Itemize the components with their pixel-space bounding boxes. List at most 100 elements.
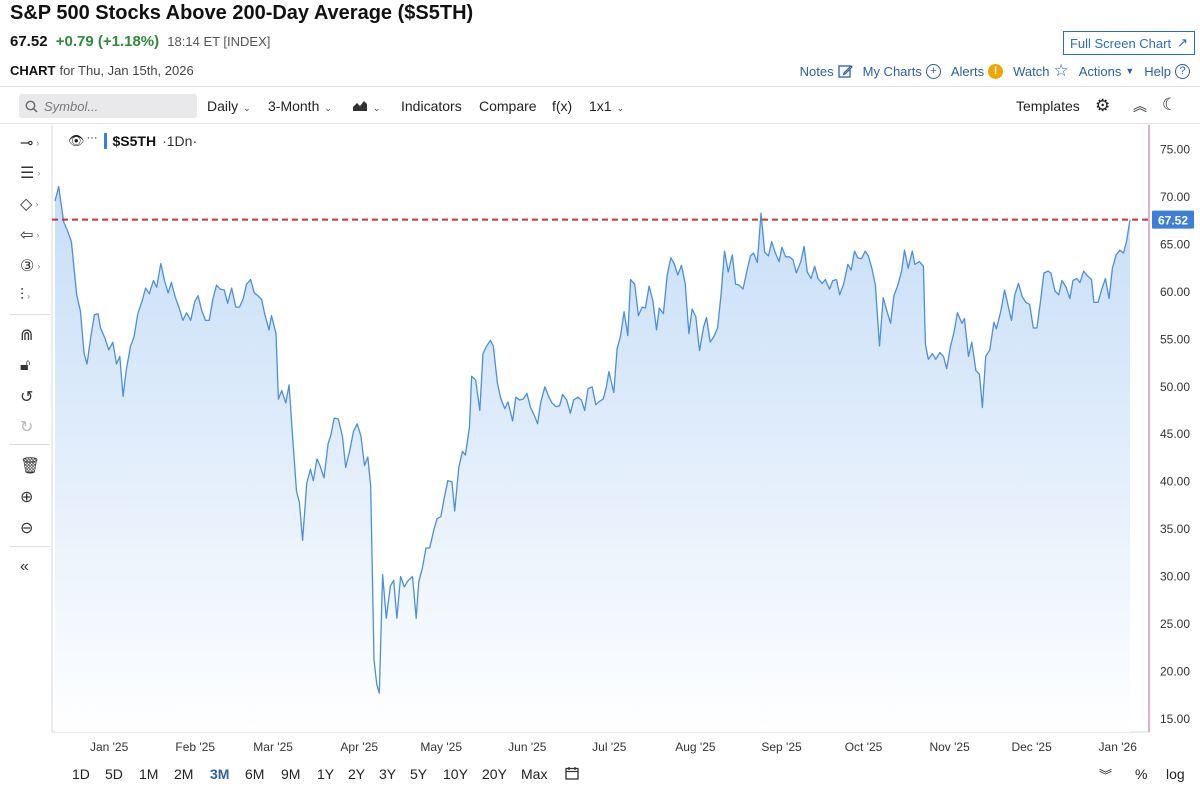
range-button-3m[interactable]: 3M <box>210 766 230 782</box>
chart-type-dropdown[interactable]: ⌄ <box>352 98 381 114</box>
star-icon: ☆ <box>1053 61 1069 80</box>
indicators-button[interactable]: Indicators <box>401 98 462 114</box>
notes-button[interactable]: Notes <box>800 64 853 79</box>
plus-circle-icon: + <box>925 63 941 79</box>
alerts-button[interactable]: Alerts ! <box>950 63 1004 79</box>
collapse-toolbar-button[interactable]: ︽ <box>1133 96 1147 116</box>
range-button-5d[interactable]: 5D <box>105 766 123 782</box>
last-price-tag-label: 67.52 <box>1158 214 1188 228</box>
full-screen-label: Full Screen Chart <box>1069 35 1172 51</box>
tool-divider <box>10 314 50 315</box>
y-tick-label: 15.00 <box>1160 712 1190 726</box>
templates-button[interactable]: Templates <box>1016 98 1080 114</box>
compare-button[interactable]: Compare <box>479 98 537 114</box>
series-legend: 👁︎ ··· $S5TH ·1Dn· <box>68 132 197 149</box>
legend-symbol: $S5TH <box>112 133 157 149</box>
alerts-label: Alerts <box>950 63 985 79</box>
double-chevron-left-icon: « <box>20 558 29 575</box>
x-tick-label: Feb '25 <box>175 740 215 754</box>
undo-icon: ↺ <box>20 389 34 406</box>
quote-line: 67.52 +0.79 (+1.18%) 18:14 ET [INDEX] <box>10 33 270 50</box>
symbol-placeholder: Symbol... <box>44 98 99 114</box>
y-tick-label: 75.00 <box>1160 143 1190 157</box>
chevron-right-icon: › <box>37 261 41 271</box>
x-tick-label: Aug '25 <box>675 740 716 754</box>
range-button-2y[interactable]: 2Y <box>348 766 366 782</box>
dark-mode-toggle[interactable]: ☾ <box>1162 95 1177 115</box>
range-button-5y[interactable]: 5Y <box>410 766 428 782</box>
range-button-1y[interactable]: 1Y <box>317 766 335 782</box>
delete-button[interactable]: 🗑︎ <box>20 455 44 477</box>
interval-label: Daily <box>207 98 239 114</box>
range-button-10y[interactable]: 10Y <box>443 766 468 782</box>
ruler-icon: ⫶ <box>20 287 25 304</box>
moon-icon: ☾ <box>1162 95 1178 114</box>
fx-button[interactable]: f(x) <box>552 98 573 114</box>
diamond-shape-icon: ◇ <box>20 196 33 213</box>
list-tool-icon: ☰ <box>20 165 35 182</box>
gear-icon: ⚙ <box>1095 96 1111 115</box>
expand-panel-button[interactable]: ︾ <box>1099 765 1112 784</box>
y-tick-label: 25.00 <box>1160 617 1190 631</box>
chart-date: CHART for Thu, Jan 15th, 2026 <box>10 63 194 78</box>
range-button-2m[interactable]: 2M <box>174 766 194 782</box>
calendar-icon <box>565 767 579 780</box>
fib-tool[interactable]: ☰ › <box>20 162 44 184</box>
range-button-max[interactable]: Max <box>521 766 548 782</box>
shape-tool[interactable]: ◇ › <box>20 193 44 215</box>
redo-button[interactable]: ↻ <box>20 416 44 438</box>
zoom-in-icon: ⊕ <box>20 489 34 506</box>
interval-dropdown[interactable]: Daily ⌄ <box>207 98 251 114</box>
counter-tool[interactable]: ③ › <box>20 255 44 277</box>
magnet-icon: ⋒ <box>20 327 34 344</box>
range-button-3y[interactable]: 3Y <box>379 766 397 782</box>
eye-icon[interactable]: 👁︎ <box>68 133 85 148</box>
zoom-out-button[interactable]: ⊖ <box>20 517 44 539</box>
range-button-6m[interactable]: 6M <box>245 766 265 782</box>
x-tick-label: Jan '25 <box>90 740 129 754</box>
range-button-1d[interactable]: 1D <box>72 766 90 782</box>
percent-toggle[interactable]: % <box>1135 766 1148 782</box>
date-range-button[interactable] <box>565 766 579 783</box>
my-charts-button[interactable]: My Charts + <box>862 63 941 79</box>
chart-for-text: for Thu, Jan 15th, 2026 <box>59 63 194 78</box>
line-tool-icon: ⊸ <box>20 135 34 152</box>
period-dropdown[interactable]: 3-Month ⌄ <box>268 98 332 114</box>
range-button-9m[interactable]: 9M <box>281 766 301 782</box>
measure-tool[interactable]: ⫶ › <box>20 285 44 307</box>
last-price-tag <box>1152 210 1194 229</box>
y-tick-label: 55.00 <box>1160 332 1190 346</box>
redo-icon: ↻ <box>20 419 34 436</box>
trash-icon: 🗑︎ <box>20 458 41 475</box>
x-tick-label: Dec '25 <box>1011 740 1052 754</box>
line-tool[interactable]: ⊸ › <box>20 132 44 154</box>
quote-time: 18:14 ET [INDEX] <box>167 34 271 49</box>
range-button-1m[interactable]: 1M <box>139 766 159 782</box>
x-tick-label: Jun '25 <box>508 740 547 754</box>
log-toggle[interactable]: log <box>1166 766 1185 782</box>
range-button-20y[interactable]: 20Y <box>482 766 507 782</box>
y-tick-label: 45.00 <box>1160 427 1190 441</box>
zoom-in-button[interactable]: ⊕ <box>20 486 44 508</box>
y-tick-label: 65.00 <box>1160 238 1190 252</box>
collapse-tools-button[interactable]: « <box>20 556 44 578</box>
chevron-down-icon: ⌄ <box>616 103 625 113</box>
arrow-tool[interactable]: ⇦ › <box>20 224 44 246</box>
notes-label: Notes <box>799 63 834 79</box>
lock-tool[interactable]: 🔓︎ <box>20 355 44 377</box>
actions-menu[interactable]: Actions ▼ <box>1079 64 1135 79</box>
watch-button[interactable]: Watch ☆ <box>1013 61 1069 81</box>
layout-dropdown[interactable]: 1x1 ⌄ <box>589 98 624 114</box>
settings-button[interactable]: ⚙ <box>1095 96 1110 116</box>
y-tick-label: 30.00 <box>1160 570 1190 584</box>
magnet-tool[interactable]: ⋒ <box>20 324 44 346</box>
x-tick-label: Mar '25 <box>253 740 293 754</box>
y-tick-label: 40.00 <box>1160 475 1190 489</box>
symbol-search-input[interactable]: Symbol... <box>19 94 197 118</box>
my-charts-label: My Charts <box>862 63 922 79</box>
help-button[interactable]: Help ? <box>1144 63 1190 79</box>
undo-button[interactable]: ↺ <box>20 386 44 408</box>
full-screen-chart-button[interactable]: Full Screen Chart ↗ <box>1062 31 1195 55</box>
more-icon[interactable]: ··· <box>86 132 98 144</box>
